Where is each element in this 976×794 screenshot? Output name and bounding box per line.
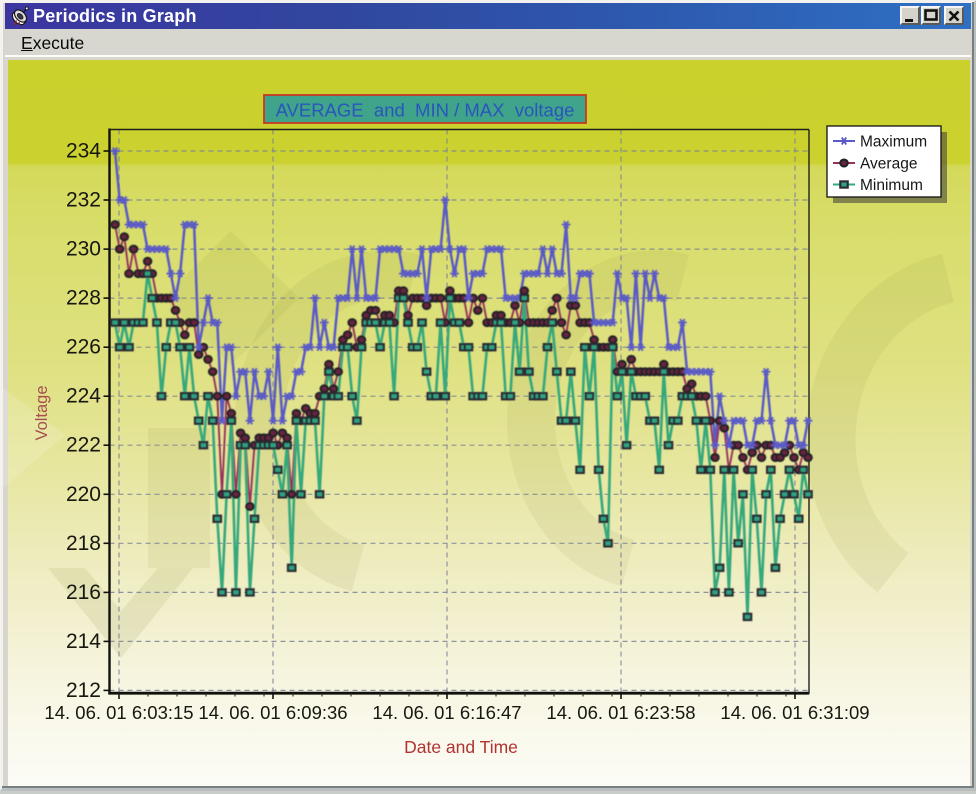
svg-text:Voltage: Voltage [33, 385, 51, 440]
svg-text:Maximum: Maximum [860, 134, 927, 151]
svg-text:214: 214 [66, 630, 101, 653]
svg-text:224: 224 [66, 385, 101, 408]
svg-text:232: 232 [66, 189, 101, 212]
svg-text:Date and Time: Date and Time [404, 737, 518, 757]
svg-text:234: 234 [66, 140, 101, 163]
svg-text:228: 228 [66, 287, 101, 310]
svg-text:212: 212 [66, 679, 101, 702]
svg-text:226: 226 [66, 336, 101, 359]
svg-text:14. 06. 01 6:09:36: 14. 06. 01 6:09:36 [198, 702, 347, 723]
svg-text:216: 216 [66, 581, 101, 604]
svg-text:AVERAGE and MIN / MAX volta: AVERAGE and MIN / MAX voltage [276, 100, 575, 121]
svg-text:230: 230 [66, 238, 101, 261]
svg-text:220: 220 [66, 483, 101, 506]
svg-text:14. 06. 01 6:23:58: 14. 06. 01 6:23:58 [546, 702, 695, 723]
svg-text:14. 06. 01 6:16:47: 14. 06. 01 6:16:47 [372, 702, 521, 723]
svg-text:Minimum: Minimum [860, 177, 923, 194]
svg-text:14. 06. 01 6:03:15: 14. 06. 01 6:03:15 [44, 702, 193, 723]
svg-text:14. 06. 01 6:31:09: 14. 06. 01 6:31:09 [720, 702, 869, 723]
svg-text:Average: Average [860, 156, 917, 173]
svg-text:222: 222 [66, 434, 101, 457]
svg-text:218: 218 [66, 532, 101, 555]
